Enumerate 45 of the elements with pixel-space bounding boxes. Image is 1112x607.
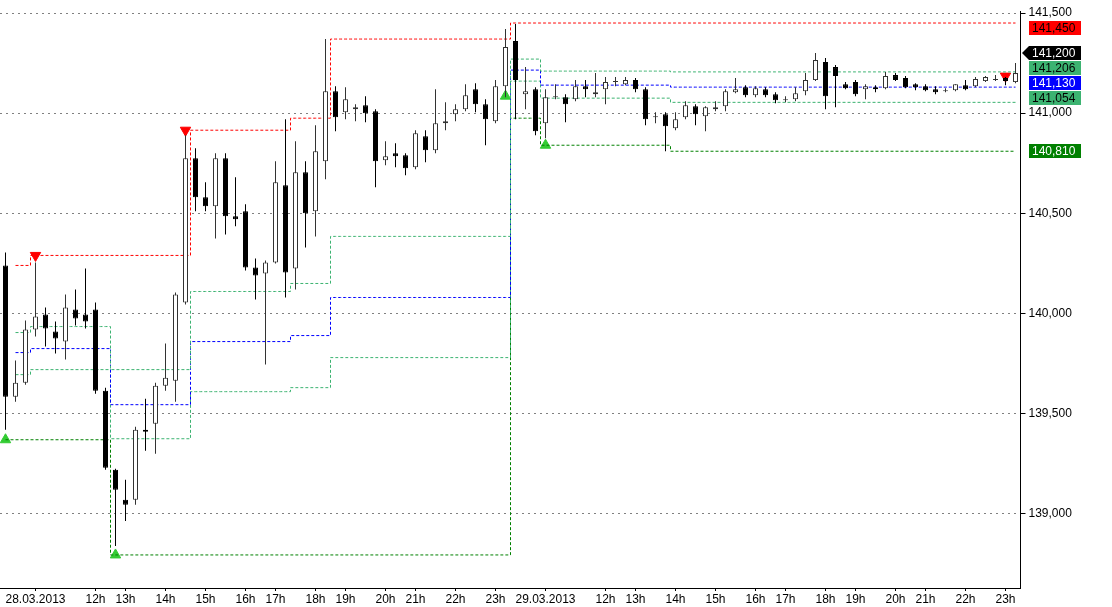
point (0, 433, 12, 444)
y-tick-label: 140,000 (1028, 305, 1073, 320)
x-tick-label: 18h (305, 591, 326, 606)
x-tick-label: 15h (195, 591, 216, 606)
x-tick-label: 13h (115, 591, 136, 606)
y-tick-label: 140,500 (1028, 205, 1073, 220)
candlestick (233, 177, 238, 227)
x-tick-label: 23h (485, 591, 506, 606)
y-tick-label: 141,500 (1028, 5, 1073, 20)
x-tick-label: 21h (405, 591, 426, 606)
data-label: 140,810 (1032, 144, 1076, 159)
x-tick-label: 18h (815, 591, 836, 606)
point (29, 251, 42, 262)
x-tick-label: 12h (595, 591, 616, 606)
data-label: 141,054 (1032, 91, 1076, 106)
x-tick-label: 22h (445, 591, 466, 606)
x-tick-label: 19h (845, 591, 866, 606)
x-tick-label: 12h (85, 591, 106, 606)
x-tick-label: 15h (705, 591, 726, 606)
x-tick-label: 20h (885, 591, 906, 606)
text: 141,200 (1032, 46, 1076, 61)
data-label: 141,130 (1032, 76, 1076, 91)
data-label: 141,206 (1032, 61, 1076, 76)
candlestick (83, 268, 88, 329)
x-tick-label: 17h (775, 591, 796, 606)
x-tick-label: 16h (745, 591, 766, 606)
x-tick-label: 21h (915, 591, 936, 606)
x-tick-label: 16h (235, 591, 256, 606)
point (179, 126, 192, 137)
x-tick-label: 28.03.2013 (5, 591, 66, 606)
x-tick-label: 22h (955, 591, 976, 606)
candlestick (523, 67, 528, 110)
x-tick-label: 23h (995, 591, 1016, 606)
x-tick-label: 17h (265, 591, 286, 606)
y-tick-label: 141,000 (1028, 105, 1073, 120)
data-label: 141,450 (1032, 21, 1076, 36)
candlestick (263, 260, 268, 365)
x-tick-label: 14h (665, 591, 686, 606)
x-tick-label: 19h (335, 591, 356, 606)
x-tick-label: 14h (155, 591, 176, 606)
y-tick-label: 139,000 (1028, 506, 1073, 521)
y-tick-label: 139,500 (1028, 406, 1073, 421)
x-tick-label: 29.03.2013 (515, 591, 576, 606)
x-tick-label: 13h (625, 591, 646, 606)
x-tick-label: 20h (375, 591, 396, 606)
